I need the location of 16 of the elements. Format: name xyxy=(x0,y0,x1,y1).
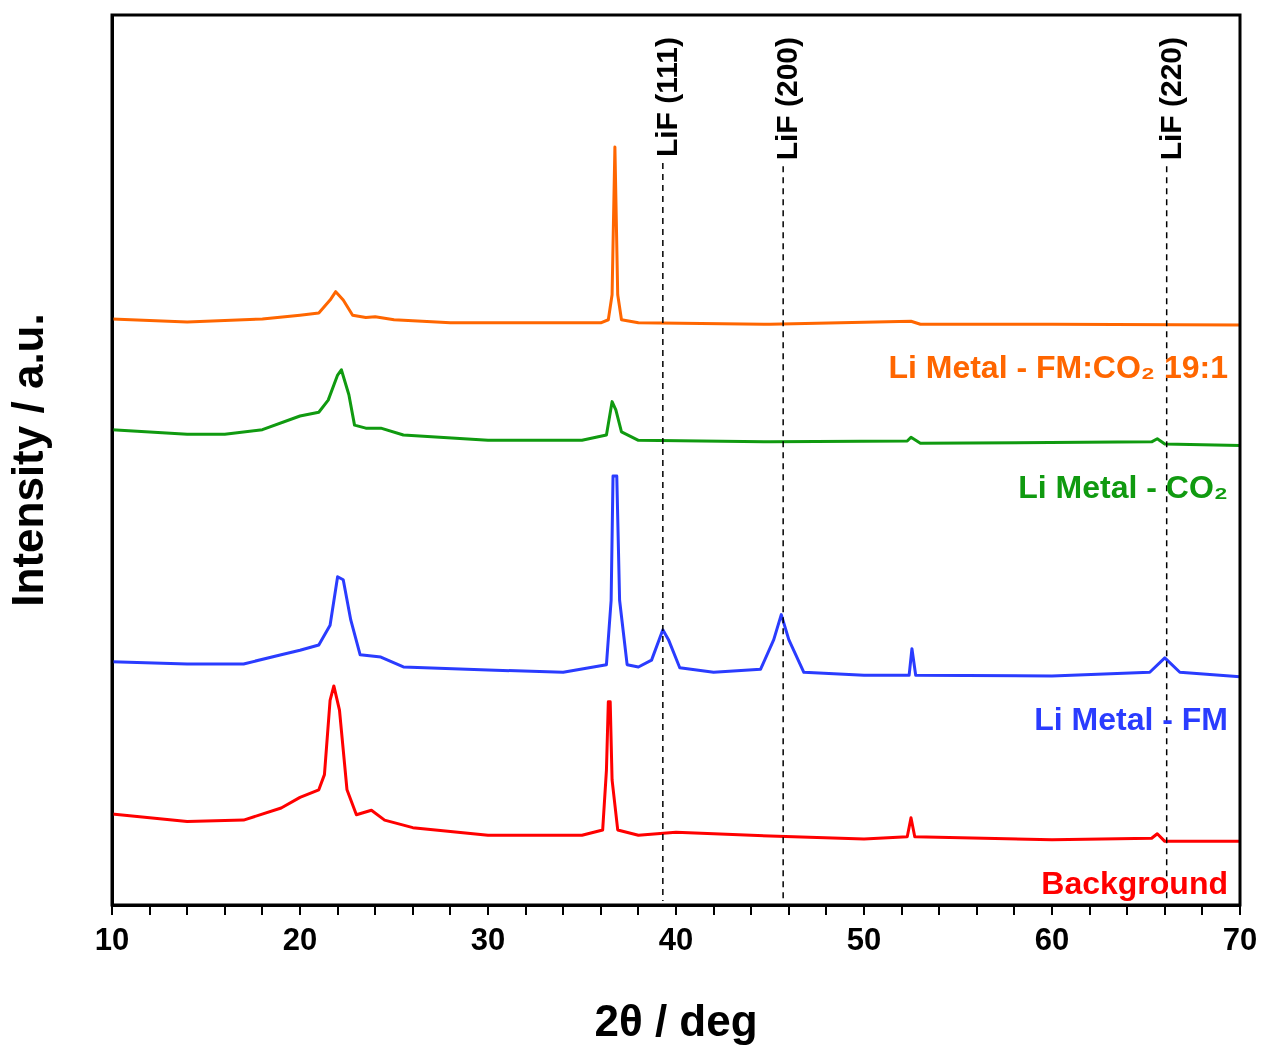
x-tick-label: 30 xyxy=(470,922,506,958)
x-tick-label: 40 xyxy=(658,922,694,958)
y-axis-title: Intensity / a.u. xyxy=(2,313,52,607)
x-tick-label: 60 xyxy=(1034,922,1070,958)
x-axis-title: 2θ / deg xyxy=(594,995,758,1045)
ref-line-label: LiF (200) xyxy=(770,37,804,161)
ref-line-label: LiF (111) xyxy=(650,37,684,158)
series-label: Li Metal - CO₂ xyxy=(1018,469,1228,506)
x-tick-label: 70 xyxy=(1222,922,1258,958)
x-tick-label: 10 xyxy=(94,922,130,958)
series-label: Li Metal - FM:CO₂ 19:1 xyxy=(888,348,1228,385)
x-tick-label: 50 xyxy=(846,922,882,958)
x-tick-label: 20 xyxy=(282,922,318,958)
ref-line-label: LiF (220) xyxy=(1153,37,1187,161)
series-label: Background xyxy=(1041,865,1228,902)
series-label: Li Metal - FM xyxy=(1034,700,1228,737)
